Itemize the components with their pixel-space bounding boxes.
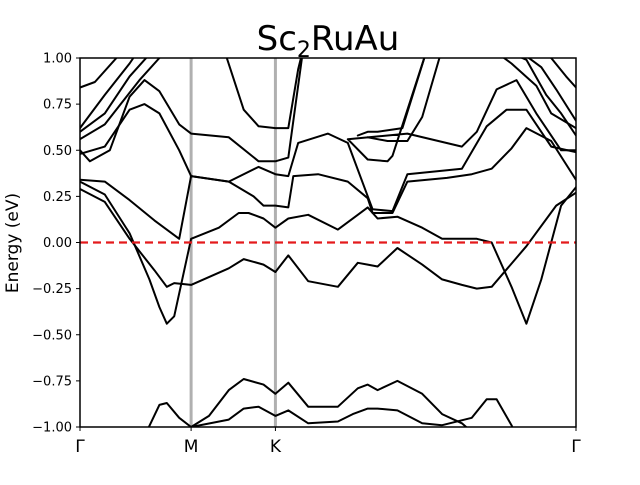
band-lines xyxy=(80,58,576,427)
y-tick-label-7: 0.75 xyxy=(43,98,72,113)
chart-title: Sc2RuAu xyxy=(257,19,400,63)
band-line-11 xyxy=(225,58,302,130)
band-line-12 xyxy=(356,58,426,137)
chart-title-subscript: 2 xyxy=(297,38,311,63)
band-line-6 xyxy=(80,58,576,163)
y-tick-label-2: −0.50 xyxy=(32,328,72,343)
band-line-10 xyxy=(80,58,118,89)
band-line-9 xyxy=(80,58,135,130)
y-axis-label: Energy (eV) xyxy=(3,193,23,293)
y-tick-label-4: 0.00 xyxy=(43,236,72,251)
y-tick-label-0: −1.00 xyxy=(32,421,72,436)
band-line-0 xyxy=(147,398,514,427)
y-tick-label-1: −0.75 xyxy=(32,374,72,389)
band-line-2 xyxy=(80,188,576,290)
x-tick-label-0: Γ xyxy=(75,437,85,457)
y-tick-label-5: 0.25 xyxy=(43,190,72,205)
y-axis-ticks: −1.00 −0.75 −0.50 −0.25 0.00 0.25 0.50 0.75 1.00 xyxy=(32,52,80,436)
band-line-1 xyxy=(190,378,468,427)
band-line-17 xyxy=(548,58,576,89)
band-line-8 xyxy=(80,58,161,141)
x-tick-label-1: M xyxy=(184,437,199,457)
y-tick-label-6: 0.50 xyxy=(43,144,72,159)
chart-title-rest: RuAu xyxy=(311,19,399,59)
band-line-4 xyxy=(80,127,576,240)
chart-title-main: Sc xyxy=(257,19,297,59)
y-tick-label-3: −0.25 xyxy=(32,282,72,297)
band-line-16 xyxy=(527,58,576,122)
band-line-15 xyxy=(519,58,576,137)
band-line-3 xyxy=(80,180,576,325)
y-tick-label-8: 1.00 xyxy=(43,52,72,67)
band-line-13 xyxy=(366,58,441,142)
band-line-7 xyxy=(80,58,148,133)
band-line-5 xyxy=(80,103,576,213)
x-tick-label-2: K xyxy=(270,437,282,457)
x-tick-label-3: Γ xyxy=(571,437,581,457)
